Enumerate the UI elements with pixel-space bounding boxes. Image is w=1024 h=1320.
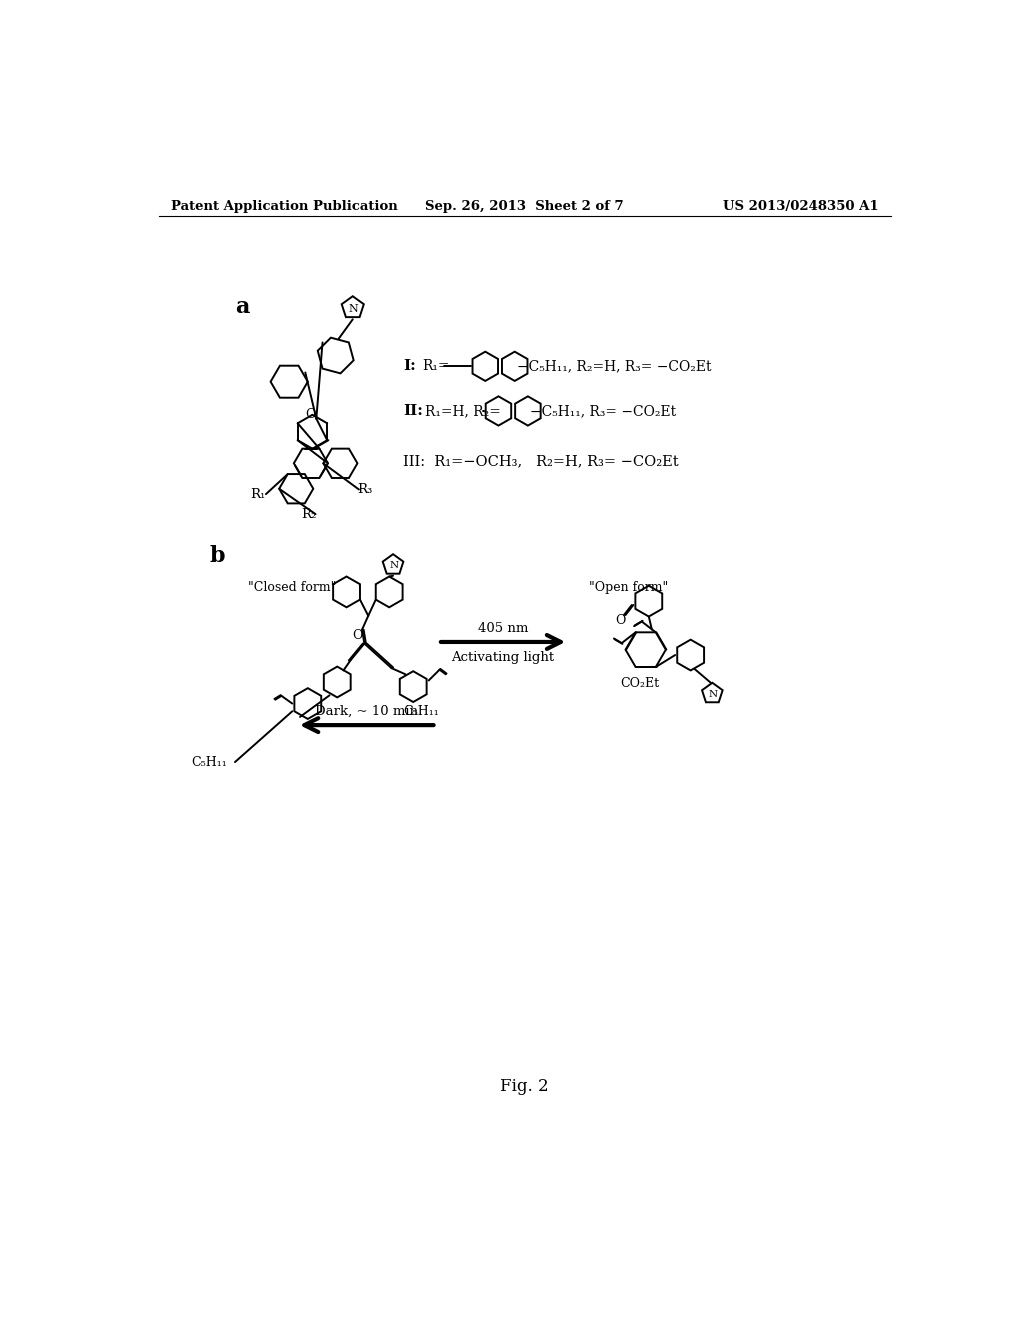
- Text: a: a: [236, 296, 250, 318]
- Text: R₁=H, R₂=: R₁=H, R₂=: [425, 404, 501, 418]
- Text: III:  R₁=−OCH₃,   R₂=H, R₃= −CO₂Et: III: R₁=−OCH₃, R₂=H, R₃= −CO₂Et: [403, 454, 679, 469]
- Text: N: N: [389, 561, 398, 570]
- Text: Patent Application Publication: Patent Application Publication: [171, 199, 397, 213]
- Text: Fig. 2: Fig. 2: [501, 1077, 549, 1094]
- Text: N: N: [348, 304, 358, 314]
- Text: US 2013/0248350 A1: US 2013/0248350 A1: [723, 199, 879, 213]
- Text: R₁: R₁: [251, 487, 266, 500]
- Text: b: b: [209, 545, 225, 568]
- Text: 405 nm: 405 nm: [478, 622, 528, 635]
- Text: I:: I:: [403, 359, 416, 374]
- Text: Sep. 26, 2013  Sheet 2 of 7: Sep. 26, 2013 Sheet 2 of 7: [426, 199, 624, 213]
- Text: O: O: [352, 630, 362, 643]
- Text: "Open form": "Open form": [589, 581, 669, 594]
- Text: −C₅H₁₁, R₃= −CO₂Et: −C₅H₁₁, R₃= −CO₂Et: [530, 404, 676, 418]
- Text: "Closed form": "Closed form": [248, 581, 337, 594]
- Text: CO₂Et: CO₂Et: [620, 677, 659, 690]
- Text: C₅H₁₁: C₅H₁₁: [403, 705, 439, 718]
- Text: R₂: R₂: [302, 508, 317, 520]
- Text: O: O: [306, 408, 316, 421]
- Text: R₁=: R₁=: [423, 359, 450, 374]
- Text: R₃: R₃: [356, 483, 372, 496]
- Text: Dark, ~ 10 min: Dark, ~ 10 min: [315, 705, 418, 718]
- Text: N: N: [709, 690, 718, 698]
- Text: C₅H₁₁: C₅H₁₁: [191, 755, 227, 768]
- Text: Activating light: Activating light: [452, 651, 555, 664]
- Text: II:: II:: [403, 404, 423, 418]
- Text: O: O: [615, 614, 626, 627]
- Text: −C₅H₁₁, R₂=H, R₃= −CO₂Et: −C₅H₁₁, R₂=H, R₃= −CO₂Et: [517, 359, 712, 374]
